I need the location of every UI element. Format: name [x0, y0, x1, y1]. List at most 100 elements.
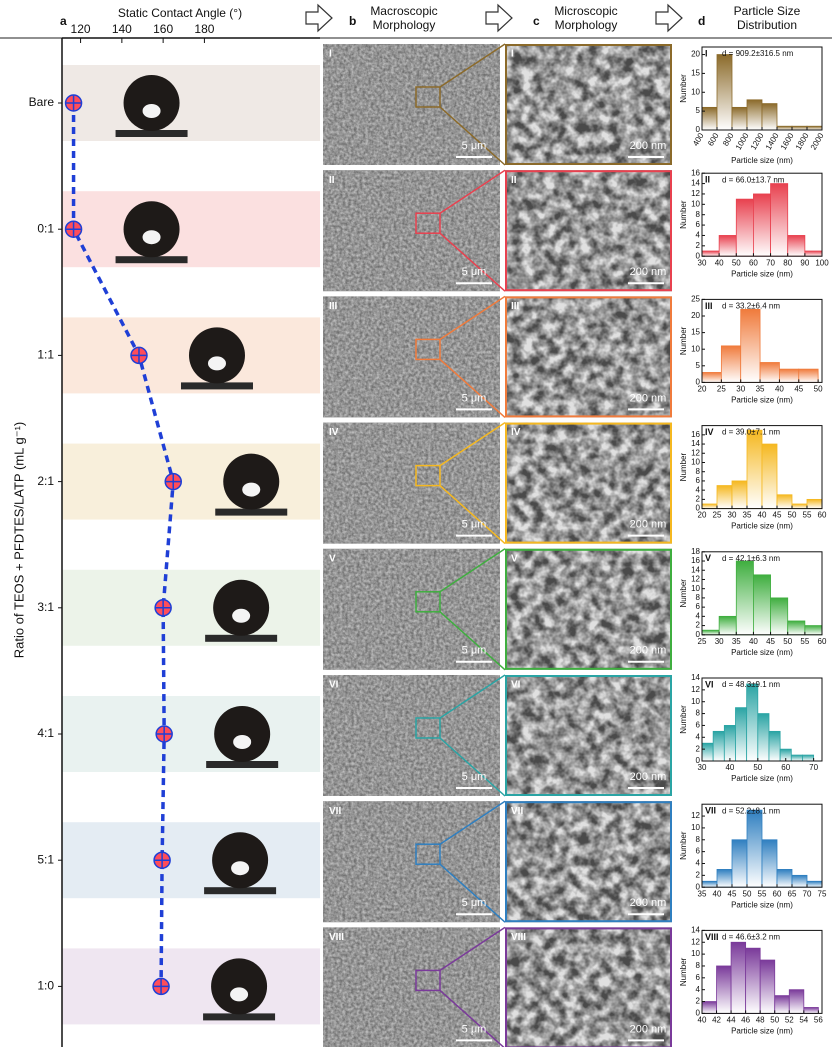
droplet-photo — [115, 201, 188, 264]
x-tick-label: 70 — [809, 763, 818, 772]
marker — [154, 599, 172, 617]
hist-title: d = 33.2±6.4 nm — [722, 302, 780, 311]
micro-frame — [505, 44, 672, 165]
y-tick-label: 4 — [696, 231, 701, 240]
x-tick-label: 45 — [728, 889, 737, 898]
droplet-photo — [206, 706, 279, 768]
droplet-photo — [115, 75, 188, 137]
row-band — [62, 569, 320, 646]
marker-cross — [154, 852, 171, 869]
bar — [759, 959, 776, 1014]
x-tick-label: 40 — [698, 1016, 707, 1025]
x-tick-label: 40 — [715, 258, 724, 267]
x-axis-label: Particle size (nm) — [731, 1027, 793, 1036]
bar — [746, 809, 763, 888]
bar — [776, 869, 793, 888]
x-tick-label: 25 — [698, 637, 707, 646]
bar — [735, 707, 748, 762]
substrate — [115, 130, 188, 137]
zoom-box — [415, 86, 441, 108]
y-tick-label: 6 — [696, 220, 701, 229]
bar — [770, 183, 789, 257]
row-band — [62, 696, 320, 772]
scale-label: 200 nm — [630, 140, 667, 152]
bar — [787, 235, 806, 257]
y-axis-label: Number — [679, 705, 688, 734]
bar — [701, 1001, 717, 1014]
y-tick-label: 10 — [691, 949, 700, 958]
y-tick-label: 6 — [696, 721, 701, 730]
marker — [164, 472, 182, 491]
droplet — [211, 958, 268, 1015]
y-tick-label: 14 — [691, 179, 700, 188]
plot-frame — [701, 551, 823, 636]
y-tick-label: 4 — [696, 611, 701, 620]
bar — [731, 106, 748, 131]
y-tick-label: 12 — [691, 189, 700, 198]
zoom-line — [439, 43, 506, 88]
y-tick-label: 2 — [696, 744, 701, 753]
y-tick-label: 2 — [696, 621, 701, 630]
arrow — [655, 3, 683, 33]
droplet-highlight — [142, 230, 161, 245]
substrate — [205, 634, 278, 642]
micro-frame — [505, 927, 672, 1047]
micro-frame — [505, 675, 672, 796]
bar — [804, 250, 823, 257]
droplet-highlight — [232, 608, 251, 623]
bar — [720, 345, 742, 383]
bar — [787, 620, 806, 636]
marker-cross — [156, 726, 173, 742]
x-tick-label: 35 — [698, 889, 707, 898]
x-tick-label: 400 — [691, 131, 706, 148]
droplet-photo — [180, 327, 253, 390]
x-tick-label: 80 — [783, 258, 792, 267]
y-tick-label: 2 — [696, 870, 701, 879]
zoom-line — [439, 611, 506, 671]
hist-title: d = 46.6±3.2 nm — [722, 933, 780, 942]
droplet-photo — [215, 453, 288, 516]
marker-cross — [155, 599, 172, 616]
zoom-line — [439, 989, 505, 1047]
sem-micro-texture — [505, 548, 672, 670]
bar — [791, 874, 808, 888]
x-tick-label: 60 — [773, 889, 782, 898]
x-axis-label: Particle size (nm) — [731, 648, 793, 657]
bar — [768, 730, 781, 762]
y-tick-label: 4 — [696, 859, 701, 868]
bar — [788, 989, 805, 1014]
x-tick-label: 40 — [713, 889, 722, 898]
plot-frame — [701, 929, 823, 1014]
zoom-box — [415, 717, 441, 739]
zoom-line — [439, 169, 506, 214]
y-tick-label: 5 — [696, 361, 701, 370]
y-tick-label: 0:1 — [37, 221, 54, 235]
marker — [64, 94, 83, 112]
micro-frame — [505, 801, 672, 923]
zoom-box — [415, 212, 441, 234]
bar — [806, 498, 823, 509]
droplet-highlight — [207, 356, 226, 371]
droplet-highlight — [242, 482, 261, 497]
y-tick-label: 16 — [691, 168, 700, 177]
sem-micro-texture — [505, 170, 672, 292]
x-tick-label: 50 — [814, 385, 823, 394]
hist-label: IV — [705, 427, 714, 437]
marker — [64, 220, 83, 238]
droplet-photo — [204, 832, 277, 895]
x-tick-label: 30 — [698, 763, 707, 772]
hist-label: VIII — [705, 932, 719, 942]
bar — [731, 480, 748, 509]
zoom-line — [439, 358, 506, 418]
hist-title: d = 48.3±9.1 nm — [722, 680, 780, 689]
marker — [152, 977, 170, 996]
bar — [759, 362, 780, 383]
bar — [746, 99, 763, 131]
x-axis-label: Particle size (nm) — [731, 269, 793, 278]
column-title: Particle Size Distribution — [733, 4, 801, 32]
flow-arrows — [305, 3, 683, 33]
sem-macro-label: I — [329, 49, 332, 60]
bar — [716, 965, 732, 1014]
bar — [735, 198, 754, 257]
